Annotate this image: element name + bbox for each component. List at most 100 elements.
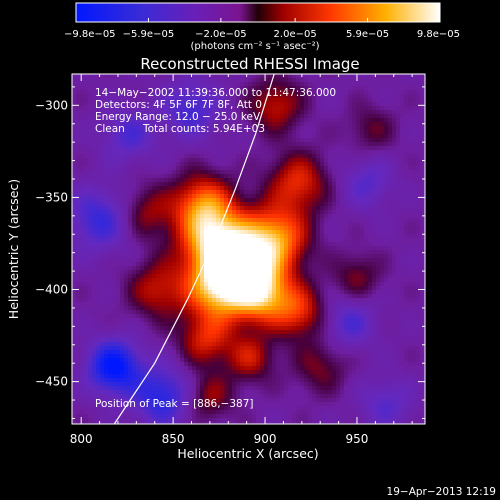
heatmap-cell bbox=[324, 154, 329, 159]
heatmap-cell bbox=[176, 222, 181, 227]
heatmap-cell bbox=[156, 246, 161, 251]
heatmap-cell bbox=[212, 154, 217, 159]
heatmap-cell bbox=[352, 138, 357, 143]
heatmap-cell bbox=[192, 106, 197, 111]
heatmap-cell bbox=[240, 166, 245, 171]
heatmap-cell bbox=[308, 106, 313, 111]
heatmap-cell bbox=[276, 90, 281, 95]
heatmap-cell bbox=[188, 90, 193, 95]
heatmap-cell bbox=[332, 262, 337, 267]
heatmap-cell bbox=[320, 178, 325, 183]
heatmap-cell bbox=[300, 226, 305, 231]
heatmap-cell bbox=[408, 114, 413, 119]
heatmap-cell bbox=[340, 290, 345, 295]
heatmap-cell bbox=[372, 154, 377, 159]
heatmap-cell bbox=[104, 142, 109, 147]
heatmap-cell bbox=[292, 170, 297, 175]
heatmap-cell bbox=[408, 206, 413, 211]
heatmap-cell bbox=[408, 190, 413, 195]
heatmap-cell bbox=[240, 142, 245, 147]
heatmap-cell bbox=[72, 162, 77, 167]
heatmap-cell bbox=[84, 98, 89, 103]
heatmap-cell bbox=[180, 134, 185, 139]
heatmap-cell bbox=[296, 242, 301, 247]
heatmap-cell bbox=[124, 82, 129, 87]
heatmap-cell bbox=[140, 194, 145, 199]
heatmap-cell bbox=[216, 258, 221, 263]
heatmap-cell bbox=[144, 202, 149, 207]
heatmap-cell bbox=[132, 266, 137, 271]
heatmap-cell bbox=[84, 166, 89, 171]
heatmap-cell bbox=[92, 206, 97, 211]
heatmap-cell bbox=[336, 186, 341, 191]
heatmap-cell bbox=[228, 190, 233, 195]
heatmap-cell bbox=[360, 266, 365, 271]
heatmap-cell bbox=[344, 266, 349, 271]
heatmap-cell bbox=[224, 182, 229, 187]
heatmap-cell bbox=[264, 258, 269, 263]
heatmap-cell bbox=[76, 226, 81, 231]
heatmap-cell bbox=[96, 246, 101, 251]
heatmap-cell bbox=[120, 174, 125, 179]
heatmap-cell bbox=[108, 170, 113, 175]
heatmap-cell bbox=[228, 178, 233, 183]
heatmap-cell bbox=[320, 286, 325, 291]
heatmap-cell bbox=[180, 246, 185, 251]
heatmap-cell bbox=[244, 94, 249, 99]
heatmap-cell bbox=[356, 146, 361, 151]
heatmap-cell bbox=[372, 186, 377, 191]
heatmap-cell bbox=[252, 210, 257, 215]
heatmap-cell bbox=[188, 246, 193, 251]
heatmap-cell bbox=[192, 110, 197, 115]
heatmap-cell bbox=[212, 114, 217, 119]
heatmap-cell bbox=[252, 74, 257, 79]
heatmap-cell bbox=[260, 162, 265, 167]
heatmap-cell bbox=[124, 126, 129, 131]
heatmap-cell bbox=[280, 186, 285, 191]
heatmap-cell bbox=[320, 90, 325, 95]
heatmap-cell bbox=[312, 274, 317, 279]
heatmap-cell bbox=[216, 206, 221, 211]
heatmap-cell bbox=[288, 114, 293, 119]
heatmap-cell bbox=[136, 234, 141, 239]
heatmap-cell bbox=[320, 214, 325, 219]
heatmap-cell bbox=[180, 250, 185, 255]
heatmap-cell bbox=[400, 266, 405, 271]
heatmap-cell bbox=[336, 290, 341, 295]
heatmap-cell bbox=[256, 278, 261, 283]
heatmap-cell bbox=[168, 230, 173, 235]
heatmap-cell bbox=[388, 118, 393, 123]
heatmap-cell bbox=[216, 110, 221, 115]
heatmap-cell bbox=[204, 90, 209, 95]
heatmap-cell bbox=[388, 290, 393, 295]
heatmap-cell bbox=[84, 134, 89, 139]
heatmap-cell bbox=[100, 170, 105, 175]
heatmap-cell bbox=[400, 282, 405, 287]
heatmap-cell bbox=[128, 274, 133, 279]
heatmap-cell bbox=[268, 294, 273, 299]
heatmap-cell bbox=[228, 230, 233, 235]
heatmap-cell bbox=[96, 114, 101, 119]
heatmap-cell bbox=[320, 182, 325, 187]
heatmap-cell bbox=[124, 98, 129, 103]
heatmap-cell bbox=[384, 270, 389, 275]
heatmap-cell bbox=[264, 290, 269, 295]
heatmap-cell bbox=[276, 186, 281, 191]
heatmap-cell bbox=[184, 278, 189, 283]
heatmap-cell bbox=[248, 182, 253, 187]
heatmap-cell bbox=[236, 218, 241, 223]
heatmap-cell bbox=[284, 134, 289, 139]
heatmap-cell bbox=[288, 118, 293, 123]
heatmap-cell bbox=[308, 102, 313, 107]
heatmap-cell bbox=[84, 230, 89, 235]
heatmap-cell bbox=[400, 78, 405, 83]
heatmap-cell bbox=[88, 106, 93, 111]
heatmap-cell bbox=[312, 86, 317, 91]
heatmap-cell bbox=[404, 178, 409, 183]
heatmap-cell bbox=[260, 74, 265, 79]
heatmap-cell bbox=[416, 214, 421, 219]
heatmap-cell bbox=[396, 162, 401, 167]
heatmap-cell bbox=[152, 106, 157, 111]
heatmap-cell bbox=[364, 266, 369, 271]
heatmap-cell bbox=[72, 190, 77, 195]
